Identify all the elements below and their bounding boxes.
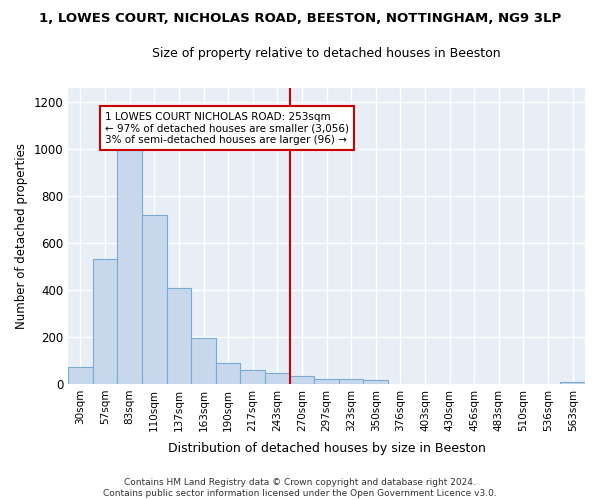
Text: 1, LOWES COURT, NICHOLAS ROAD, BEESTON, NOTTINGHAM, NG9 3LP: 1, LOWES COURT, NICHOLAS ROAD, BEESTON, … [39,12,561,26]
Text: 1 LOWES COURT NICHOLAS ROAD: 253sqm
← 97% of detached houses are smaller (3,056): 1 LOWES COURT NICHOLAS ROAD: 253sqm ← 97… [105,112,349,144]
Bar [68,368,93,384]
X-axis label: Distribution of detached houses by size in Beeston: Distribution of detached houses by size … [167,442,485,455]
Bar [339,379,364,384]
Y-axis label: Number of detached properties: Number of detached properties [15,143,28,329]
Bar [265,374,290,384]
Bar [191,338,216,384]
Bar [241,370,265,384]
Title: Size of property relative to detached houses in Beeston: Size of property relative to detached ho… [152,48,501,60]
Bar [118,149,142,384]
Bar [560,382,585,384]
Bar [364,380,388,384]
Bar [167,288,191,384]
Bar [142,215,167,384]
Text: Contains HM Land Registry data © Crown copyright and database right 2024.
Contai: Contains HM Land Registry data © Crown c… [103,478,497,498]
Bar [93,260,118,384]
Bar [216,363,241,384]
Bar [290,376,314,384]
Bar [314,379,339,384]
